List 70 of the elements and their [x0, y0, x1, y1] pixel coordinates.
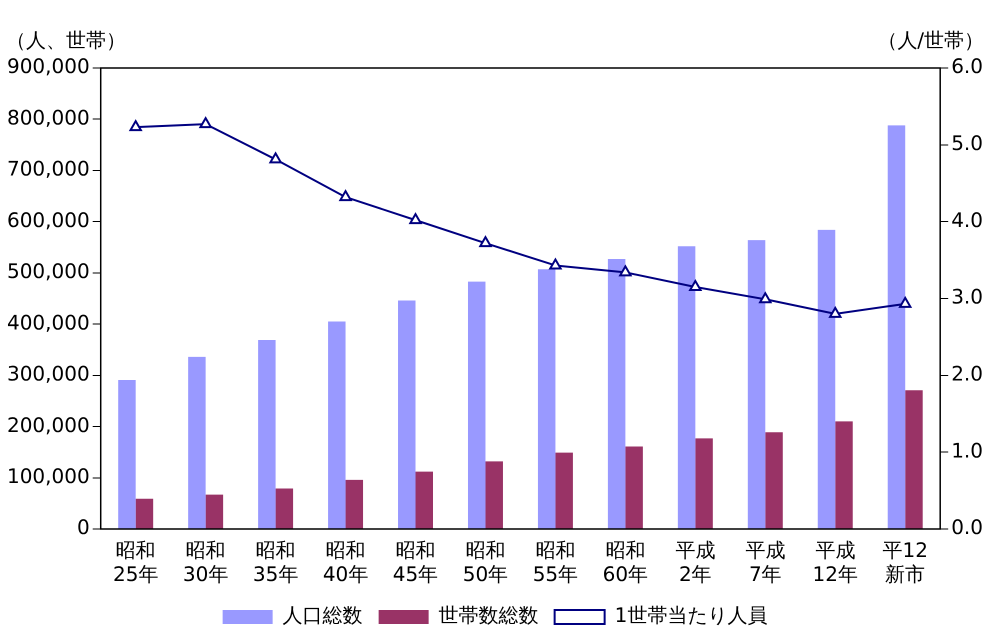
- x-tick-label: 昭和 60年: [602, 538, 648, 586]
- y-tick-label: 0: [76, 515, 90, 540]
- bar: [818, 230, 836, 528]
- bar: [748, 240, 766, 528]
- bar: [538, 269, 556, 528]
- point: [829, 306, 842, 318]
- y2-tick-label: 0.0: [951, 515, 984, 540]
- point: [619, 265, 632, 276]
- bar: [678, 246, 696, 528]
- x-tick-label: 昭和 55年: [532, 538, 578, 586]
- legend-label: 1世帯当たり人員: [614, 603, 768, 628]
- y2-tick-label: 1.0: [951, 438, 984, 462]
- bar: [258, 340, 276, 528]
- bar: [835, 421, 853, 528]
- bar: [118, 380, 136, 528]
- point: [339, 190, 352, 202]
- point: [269, 152, 282, 164]
- bar: [888, 125, 906, 528]
- y2-tick-label: 3.0: [951, 284, 984, 309]
- point: [899, 296, 912, 308]
- y2-tick-label: 6.0: [951, 54, 984, 78]
- x-tick-label: 昭和 45年: [392, 538, 438, 586]
- point: [199, 117, 212, 128]
- legend-label: 人口総数: [282, 603, 363, 628]
- y-tick-label: 800,000: [6, 105, 90, 130]
- x-tick-label: 平成 2年: [675, 538, 716, 586]
- y2-axis-title: （人/世帯）: [877, 28, 984, 52]
- bar: [328, 322, 346, 528]
- bar: [765, 432, 783, 528]
- bar: [608, 259, 626, 528]
- y-axis-title: （人、世帯）: [6, 28, 126, 52]
- y-tick-label: 900,000: [6, 54, 90, 78]
- y-tick-label: 300,000: [6, 362, 90, 386]
- bar: [485, 461, 503, 528]
- y2-tick-label: 2.0: [951, 362, 984, 386]
- x-tick-label: 平成 7年: [745, 538, 786, 586]
- y-tick-label: 600,000: [6, 208, 90, 232]
- point: [689, 280, 702, 291]
- bar: [416, 472, 434, 528]
- y-tick-label: 200,000: [6, 412, 90, 437]
- bar: [468, 282, 486, 528]
- legend-label: 世帯数総数: [438, 603, 539, 628]
- x-tick-label: 昭和 40年: [322, 538, 368, 586]
- bar: [136, 498, 154, 528]
- y-tick-label: 500,000: [6, 259, 90, 284]
- x-tick-label: 昭和 25年: [112, 538, 158, 586]
- point: [409, 213, 422, 224]
- point: [479, 236, 492, 248]
- bar: [905, 390, 923, 528]
- y2-tick-label: 5.0: [951, 131, 984, 156]
- y-tick-label: 400,000: [6, 310, 90, 334]
- bar: [555, 452, 573, 528]
- y-tick-label: 700,000: [6, 156, 90, 181]
- bar: [398, 300, 416, 528]
- x-tick-label: 昭和 35年: [252, 538, 298, 586]
- point: [759, 292, 772, 304]
- bar: [695, 438, 713, 528]
- bar: [206, 494, 224, 528]
- bar: [346, 480, 364, 528]
- point: [549, 258, 562, 270]
- bar: [276, 488, 294, 528]
- bar: [625, 446, 643, 528]
- point: [129, 120, 142, 132]
- y-tick-label: 100,000: [6, 464, 90, 488]
- y2-tick-label: 4.0: [951, 208, 984, 232]
- bar: [188, 356, 206, 528]
- x-tick-label: 昭和 50年: [462, 538, 508, 586]
- x-tick-label: 平12 新市: [882, 538, 928, 586]
- x-tick-label: 昭和 30年: [182, 538, 228, 586]
- x-tick-label: 平成 12年: [812, 538, 858, 586]
